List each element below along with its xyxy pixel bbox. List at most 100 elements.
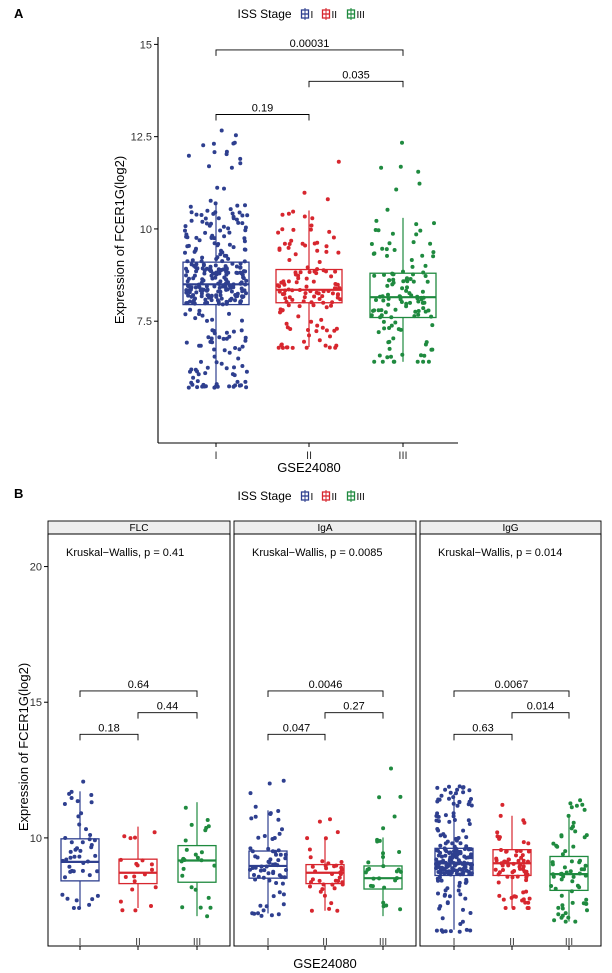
data-point — [218, 293, 223, 298]
data-point — [298, 270, 303, 275]
data-point — [262, 868, 267, 873]
data-point — [585, 908, 589, 913]
data-point — [447, 894, 452, 899]
comparison-bracket: 0.64 — [79, 679, 198, 697]
data-point — [283, 856, 288, 861]
data-point — [186, 385, 191, 390]
data-point — [291, 209, 296, 214]
data-point — [317, 338, 322, 343]
x-tick-label: I — [79, 937, 82, 948]
data-point — [232, 373, 237, 378]
data-point — [266, 859, 271, 864]
data-point — [240, 364, 245, 368]
data-point — [318, 889, 323, 894]
data-point — [447, 784, 451, 789]
data-point — [337, 875, 342, 880]
facet-iga: IgA Kruskal−Wallis, p = 0.0085 0.047 0.270.… — [233, 520, 417, 950]
data-point — [208, 264, 213, 269]
data-point — [200, 287, 205, 292]
data-point — [469, 803, 474, 808]
data-point — [439, 878, 444, 883]
data-point — [424, 340, 429, 345]
data-point — [460, 919, 465, 924]
data-point — [200, 219, 205, 224]
data-point — [417, 181, 422, 186]
data-point — [195, 855, 200, 860]
data-point — [385, 283, 390, 288]
data-point — [259, 913, 264, 918]
data-point — [505, 874, 510, 879]
data-point — [466, 847, 471, 852]
panel-label: A — [14, 6, 24, 21]
data-point — [243, 203, 247, 208]
data-point — [332, 886, 337, 891]
data-point — [302, 339, 306, 344]
data-point — [256, 835, 261, 840]
data-point — [333, 269, 338, 274]
data-point — [214, 257, 219, 261]
data-point — [381, 900, 386, 905]
data-point — [283, 852, 288, 857]
data-point — [328, 334, 332, 339]
data-point — [455, 787, 460, 792]
data-point — [387, 346, 392, 351]
data-point — [212, 284, 217, 289]
data-point — [281, 902, 286, 907]
p-value-label: 0.64 — [128, 679, 149, 691]
data-point — [242, 259, 247, 264]
data-point — [186, 243, 191, 248]
data-point — [468, 911, 473, 915]
data-point — [92, 838, 97, 843]
data-point — [398, 327, 403, 332]
legend-label: II — [332, 10, 338, 21]
data-point — [308, 855, 313, 860]
data-point — [458, 922, 463, 926]
data-point — [389, 766, 393, 771]
data-point — [210, 317, 215, 322]
data-point — [431, 250, 436, 255]
bracket-line — [137, 712, 198, 719]
data-point — [233, 346, 238, 350]
data-point — [411, 240, 416, 245]
data-point — [256, 911, 260, 916]
panel-label: B — [14, 486, 23, 501]
data-point — [580, 802, 585, 807]
data-point — [369, 313, 374, 318]
data-point — [383, 310, 388, 315]
data-point — [76, 814, 81, 819]
data-point — [303, 243, 308, 248]
data-point — [184, 301, 189, 306]
data-point — [188, 307, 193, 312]
data-point — [287, 295, 292, 300]
data-point — [189, 262, 194, 267]
data-point — [411, 272, 415, 277]
x-tick-label: III — [565, 937, 573, 948]
data-point — [422, 353, 427, 358]
data-point — [234, 264, 239, 269]
data-point — [376, 308, 381, 313]
data-point — [189, 285, 194, 290]
data-point — [309, 319, 314, 324]
data-point — [309, 880, 313, 885]
data-point — [222, 253, 227, 258]
data-point — [194, 212, 199, 217]
data-point — [381, 851, 385, 856]
data-point — [271, 894, 276, 899]
data-point — [231, 329, 236, 334]
data-point — [372, 308, 377, 313]
data-point — [195, 379, 200, 384]
box-group-I — [248, 778, 288, 918]
data-point — [456, 858, 461, 863]
data-point — [439, 928, 444, 933]
data-point — [206, 895, 211, 900]
comparison-bracket: 0.27 — [324, 701, 384, 719]
data-point — [253, 814, 258, 819]
data-point — [280, 827, 284, 832]
data-point — [221, 267, 226, 272]
data-point — [150, 867, 154, 872]
data-point — [190, 258, 195, 263]
data-point — [556, 905, 561, 910]
bracket-line — [215, 114, 310, 121]
data-point — [223, 277, 228, 282]
